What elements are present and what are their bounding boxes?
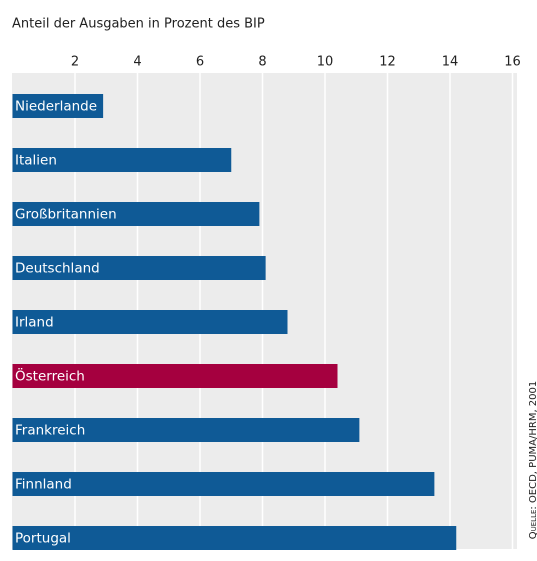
- bar-label: Irland: [15, 315, 54, 331]
- x-tick-label: 6: [196, 55, 204, 70]
- x-tick-label: 14: [442, 55, 459, 70]
- x-tick-label: 12: [379, 55, 396, 70]
- x-tick-label: 2: [71, 55, 79, 70]
- bar-label: Österreich: [15, 367, 85, 385]
- bar-label: Niederlande: [15, 99, 97, 115]
- x-tick-label: 10: [317, 55, 334, 70]
- x-tick-label: 8: [258, 55, 266, 70]
- bar-label: Portugal: [15, 531, 71, 547]
- bar-label: Deutschland: [15, 261, 100, 277]
- x-tick-label: 4: [133, 55, 141, 70]
- bar: [12, 148, 232, 172]
- source: Quelle: OECD, PUMA/HRM, 2001: [528, 381, 537, 540]
- bar: [12, 256, 266, 280]
- x-tick-label: 16: [504, 55, 521, 70]
- bar-label: Italien: [15, 153, 57, 169]
- bar: [12, 472, 435, 496]
- bar-label: Großbritannien: [15, 207, 117, 223]
- bar-label: Finnland: [15, 477, 72, 493]
- bar: [12, 202, 260, 226]
- bar: [12, 418, 360, 442]
- bar-label: Frankreich: [15, 423, 85, 439]
- bar: [12, 364, 338, 388]
- chart-title: Anteil der Ausgaben in Prozent des BIP: [12, 17, 265, 32]
- bar: [12, 526, 457, 550]
- bar: [12, 94, 104, 118]
- bar: [12, 310, 288, 334]
